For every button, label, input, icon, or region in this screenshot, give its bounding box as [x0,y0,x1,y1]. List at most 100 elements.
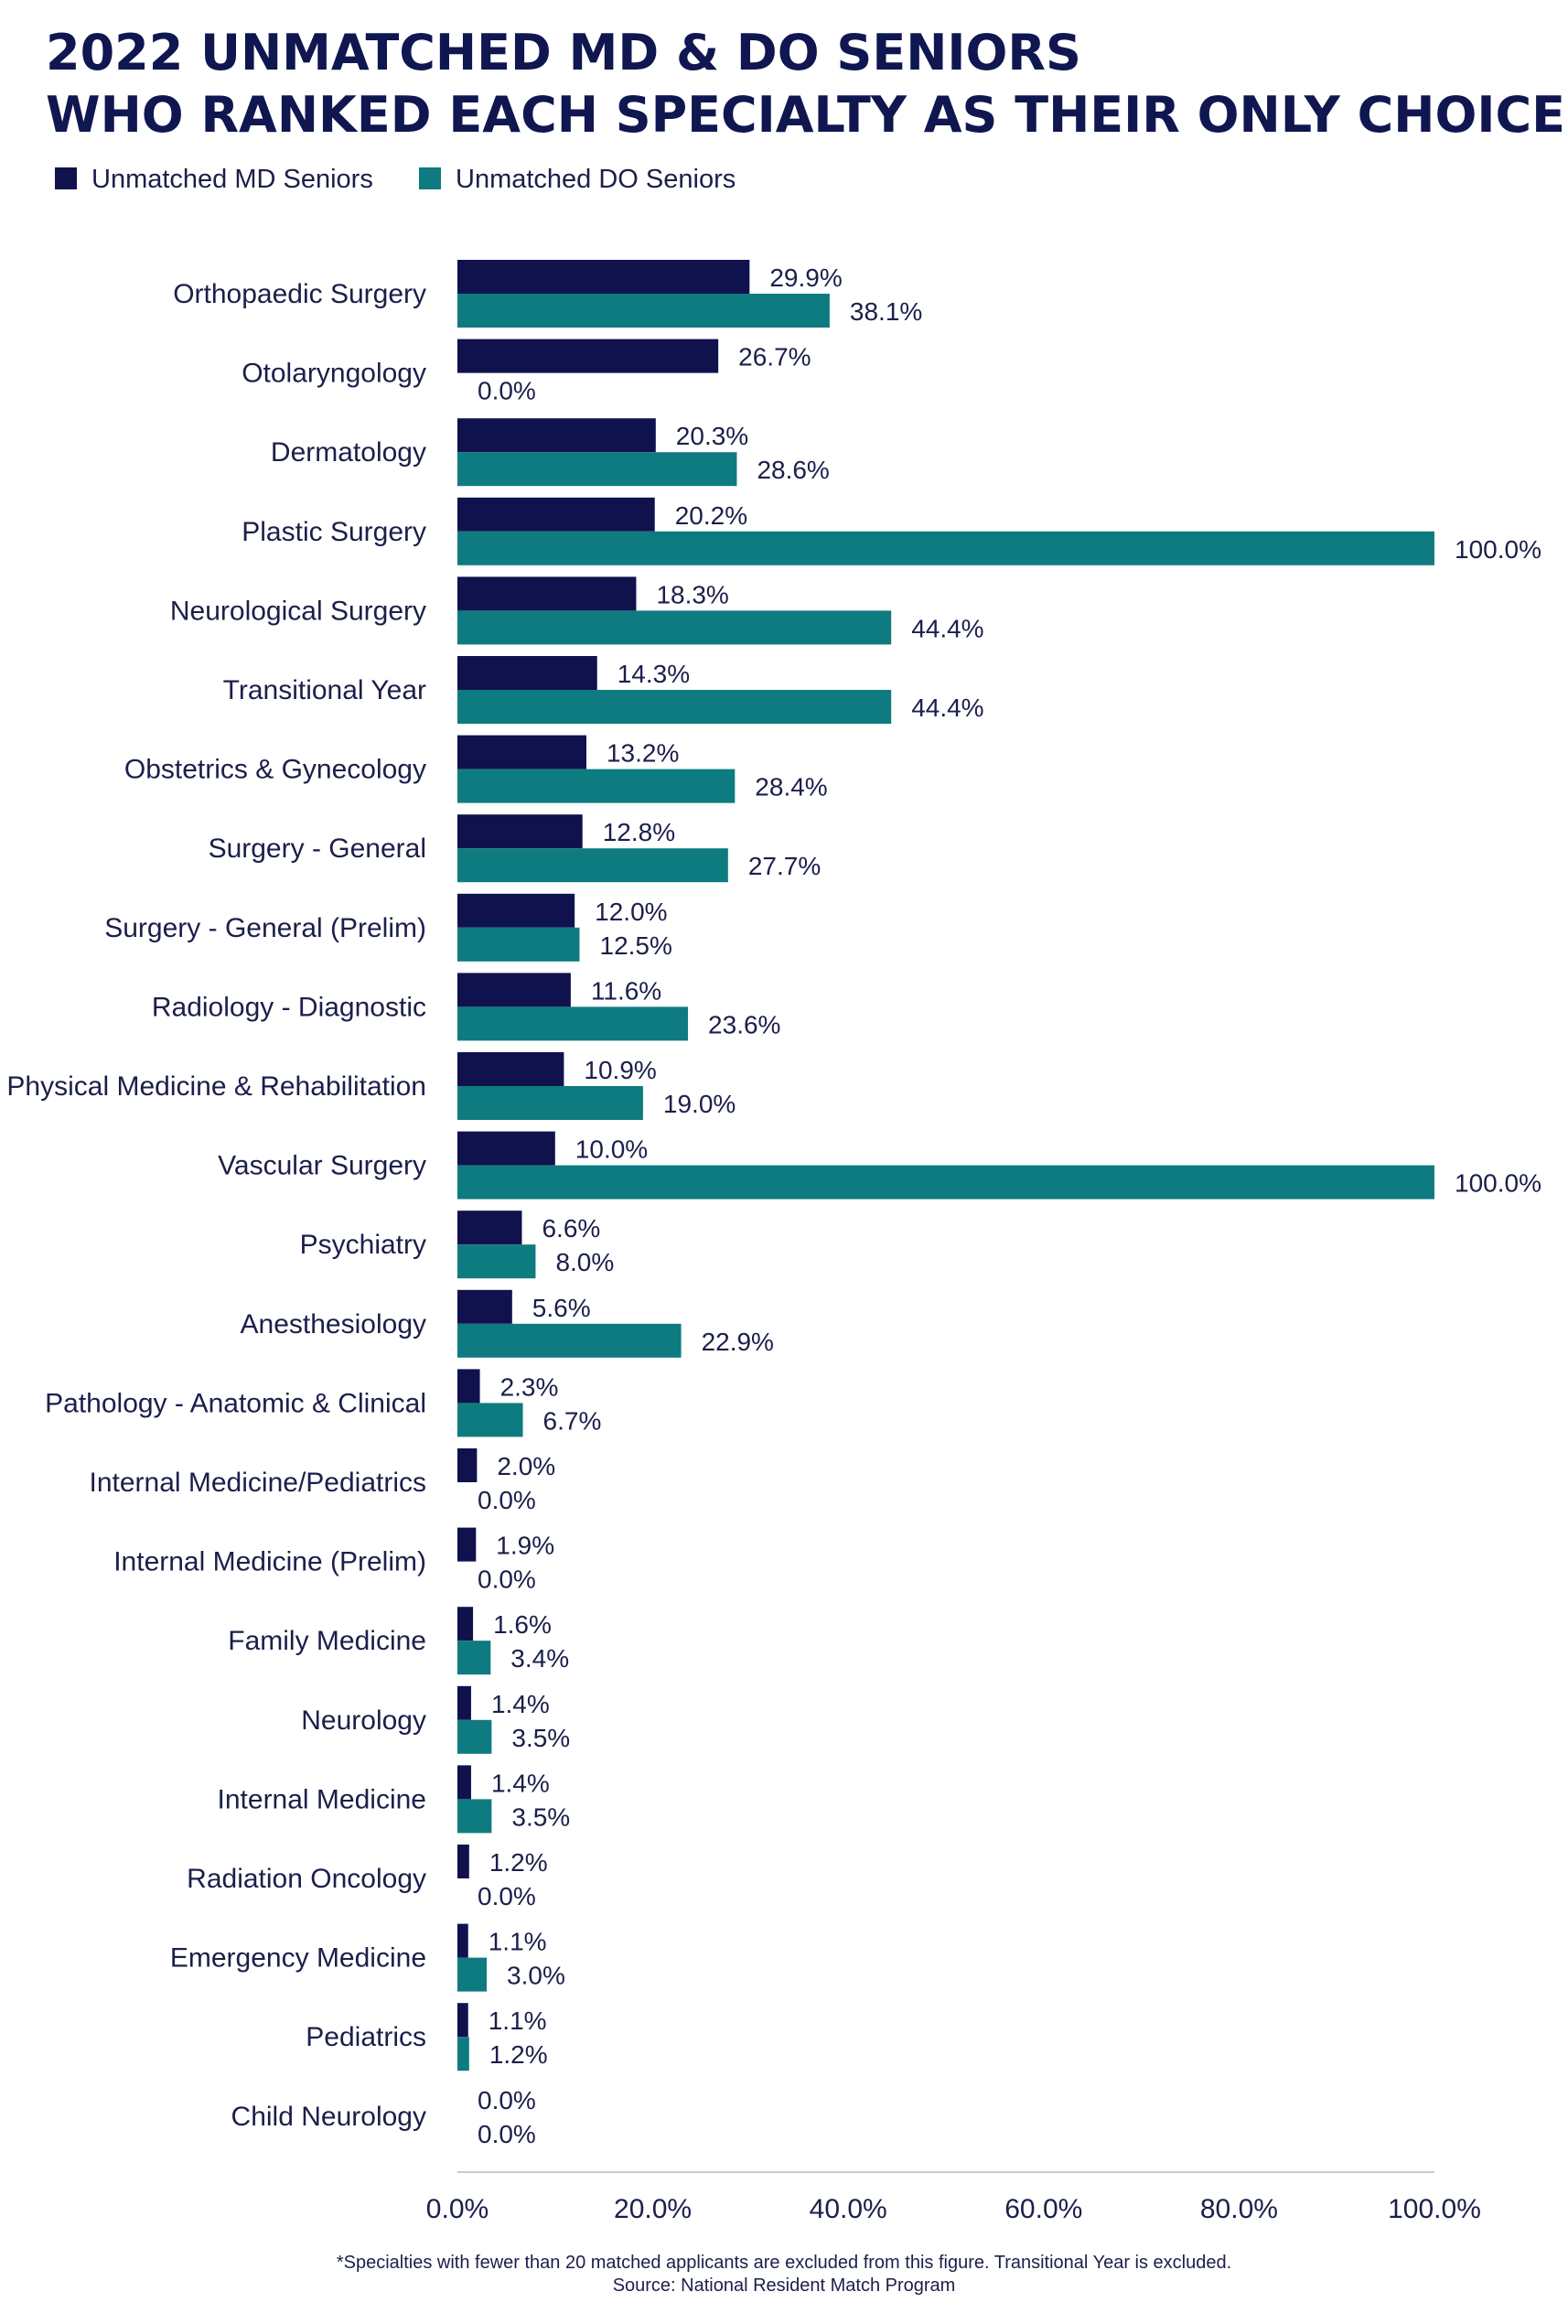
value-label-do-transitional-year: 44.4% [911,694,983,722]
title-line-2: WHO RANKED EACH SPECIALTY AS THEIR ONLY … [46,86,1565,144]
bar-md-vascular-surgery [457,1131,555,1166]
category-label-surgery-general: Surgery - General [209,834,426,864]
bar-do-orthopaedic-surgery [457,294,830,328]
value-label-do-surgery-general-prelim: 12.5% [600,931,672,960]
category-label-dermatology: Dermatology [271,437,426,468]
value-label-md-otolaryngology: 26.7% [738,343,811,371]
footnotes: *Specialties with fewer than 20 matched … [337,2253,1231,2296]
bar-do-obstetrics-gynecology [457,769,736,803]
bar-md-dermatology [457,418,656,453]
x-tick-label: 60.0% [1004,2194,1082,2224]
bar-md-physical-medicine-rehabilitation [457,1052,564,1086]
x-tick-label: 80.0% [1200,2194,1278,2224]
bar-md-obstetrics-gynecology [457,735,586,769]
value-label-md-psychiatry: 6.6% [542,1214,600,1243]
category-label-neurological-surgery: Neurological Surgery [170,596,426,626]
bar-md-transitional-year [457,656,597,690]
bar-md-emergency-medicine [457,1923,468,1958]
value-label-do-obstetrics-gynecology: 28.4% [755,773,827,802]
value-label-md-emergency-medicine: 1.1% [489,1928,547,1956]
bar-md-surgery-general [457,814,583,849]
bar-md-radiation-oncology [457,1845,469,1878]
value-label-md-internal-medicine: 1.4% [491,1769,550,1797]
value-label-md-internal-medicine-pediatrics: 2.0% [497,1452,555,1480]
category-label-pathology-anatomic-clinical: Pathology - Anatomic & Clinical [45,1388,426,1418]
bar-md-pediatrics [457,2003,468,2038]
bar-do-physical-medicine-rehabilitation [457,1086,643,1120]
legend-swatch-md [55,167,77,189]
bar-do-surgery-general [457,848,728,883]
value-label-do-pathology-anatomic-clinical: 6.7% [543,1406,602,1435]
x-tick-label: 40.0% [810,2194,887,2224]
chart-title: 2022 UNMATCHED MD & DO SENIORS WHO RANKE… [46,24,1565,144]
category-label-pediatrics: Pediatrics [306,2022,426,2052]
category-label-child-neurology: Child Neurology [231,2102,426,2132]
title-line-1: 2022 UNMATCHED MD & DO SENIORS [46,24,1081,81]
value-label-do-internal-medicine-pediatrics: 0.0% [478,1486,536,1514]
bar-do-psychiatry [457,1244,536,1279]
value-label-md-anesthesiology: 5.6% [532,1294,591,1322]
bar-md-orthopaedic-surgery [457,260,750,294]
value-label-do-neurological-surgery: 44.4% [911,614,983,642]
bar-md-family-medicine [457,1607,474,1641]
value-label-md-physical-medicine-rehabilitation: 10.9% [584,1056,656,1084]
bar-md-internal-medicine [457,1765,471,1800]
bar-md-psychiatry [457,1210,522,1245]
legend: Unmatched MD Seniors Unmatched DO Senior… [55,165,736,194]
value-label-do-otolaryngology: 0.0% [478,377,536,405]
x-tick-label: 0.0% [426,2194,489,2224]
bar-do-emergency-medicine [457,1957,488,1992]
bar-md-pathology-anatomic-clinical [457,1369,480,1404]
bar-md-otolaryngology [457,339,719,373]
value-label-md-vascular-surgery: 10.0% [575,1135,648,1164]
category-label-family-medicine: Family Medicine [228,1626,426,1656]
category-label-plastic-surgery: Plastic Surgery [242,517,426,547]
value-label-do-child-neurology: 0.0% [478,2120,536,2148]
category-label-otolaryngology: Otolaryngology [242,359,426,389]
value-label-md-pathology-anatomic-clinical: 2.3% [500,1372,559,1401]
legend-label-md: Unmatched MD Seniors [91,165,373,194]
category-label-surgery-general-prelim: Surgery - General (Prelim) [104,913,426,943]
value-label-md-pediatrics: 1.1% [489,2007,547,2035]
value-label-do-plastic-surgery: 100.0% [1455,535,1541,564]
category-label-radiation-oncology: Radiation Oncology [187,1864,426,1894]
bar-do-pediatrics [457,2037,469,2071]
bar-md-radiology-diagnostic [457,973,571,1007]
value-label-do-emergency-medicine: 3.0% [507,1962,565,1990]
source-note: Source: National Resident Match Program [613,2276,956,2296]
value-label-md-family-medicine: 1.6% [493,1610,552,1639]
bar-md-internal-medicine-prelim [457,1527,477,1562]
bar-do-dermatology [457,452,737,487]
category-label-obstetrics-gynecology: Obstetrics & Gynecology [124,755,426,785]
value-label-md-obstetrics-gynecology: 13.2% [607,739,679,768]
category-label-orthopaedic-surgery: Orthopaedic Surgery [173,279,426,309]
value-label-md-internal-medicine-prelim: 1.9% [496,1532,554,1560]
value-label-md-radiation-oncology: 1.2% [489,1848,548,1877]
legend-swatch-do [419,167,441,189]
value-label-do-vascular-surgery: 100.0% [1455,1169,1541,1198]
bar-md-neurological-surgery [457,576,637,611]
value-label-do-surgery-general: 27.7% [748,852,821,880]
value-label-md-plastic-surgery: 20.2% [675,501,747,530]
value-label-do-physical-medicine-rehabilitation: 19.0% [663,1090,736,1118]
bar-do-plastic-surgery [457,531,1434,565]
legend-label-do: Unmatched DO Seniors [456,165,736,194]
value-label-do-dermatology: 28.6% [757,456,829,484]
footnote: *Specialties with fewer than 20 matched … [337,2253,1231,2273]
value-label-do-internal-medicine: 3.5% [511,1802,570,1831]
bar-md-neurology [457,1685,471,1720]
value-label-do-orthopaedic-surgery: 38.1% [850,297,922,326]
value-label-md-dermatology: 20.3% [676,422,748,450]
category-label-internal-medicine-pediatrics: Internal Medicine/Pediatrics [89,1468,426,1498]
bar-do-surgery-general-prelim [457,927,580,962]
value-label-do-family-medicine: 3.4% [510,1644,569,1673]
bar-do-anesthesiology [457,1323,682,1358]
value-label-md-neurological-surgery: 18.3% [656,580,728,608]
x-tick-label: 20.0% [614,2194,692,2224]
bar-do-internal-medicine [457,1799,492,1834]
category-label-transitional-year: Transitional Year [223,675,426,705]
bar-md-surgery-general-prelim [457,893,575,928]
value-label-do-pediatrics: 1.2% [489,2040,548,2069]
bar-do-neurology [457,1719,492,1754]
